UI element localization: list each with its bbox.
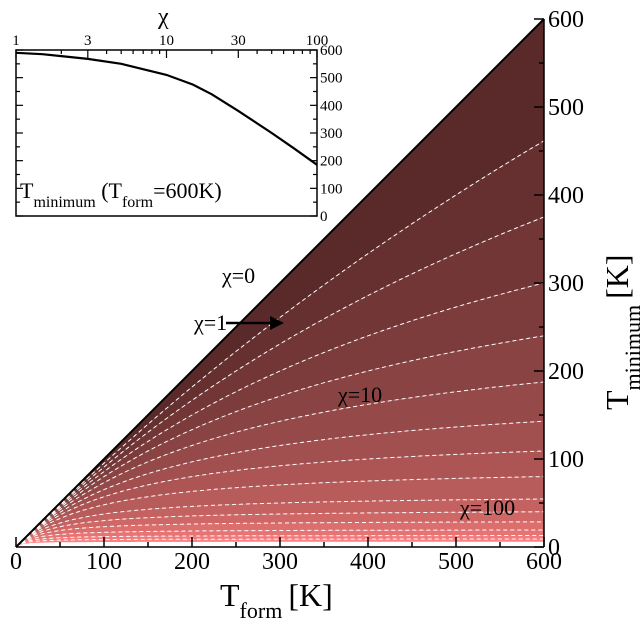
chi-band	[16, 535, 544, 547]
x-tick-label: 600	[526, 549, 562, 575]
x-axis-label-sub: form	[240, 598, 283, 623]
x-tick-label: 300	[262, 549, 298, 575]
inset-label-main: T	[20, 178, 34, 203]
inset-y-tick-label: 600	[320, 43, 343, 59]
inset-label: Tminimum (Tform=600K)	[20, 178, 222, 211]
y-axis-label: Tminimum [K]	[599, 254, 642, 410]
chi-band	[16, 499, 544, 547]
y-tick-label: 300	[548, 271, 584, 297]
chi-dashed-curve	[15, 282, 545, 548]
annotation-chi-100: χ=100	[459, 495, 515, 520]
inset-y-tick-label: 100	[320, 181, 343, 197]
inset-label-sub1: minimum	[33, 194, 96, 211]
chi-zero-line	[15, 18, 545, 548]
inset-y-tick-label: 500	[320, 71, 343, 87]
chi-dashed-curve	[15, 529, 544, 548]
chi-dashed-curve	[15, 476, 545, 548]
y-tick-label: 0	[548, 535, 560, 561]
chi-band	[16, 476, 544, 547]
inset-x-tick-label: 30	[231, 33, 246, 49]
chi-dashed-curve	[15, 535, 544, 548]
y-tick-label: 100	[548, 447, 584, 473]
inset-y-tick-label: 200	[320, 154, 343, 170]
inset-x-axis-label: χ	[157, 4, 169, 30]
inset-plot: 1 3 10 30 100 0 100 200 300 400 500 600 χ Tminimum …	[12, 4, 342, 225]
annotation-chi-1: χ=1	[193, 310, 227, 335]
x-axis-label-main: T	[220, 577, 240, 613]
x-axis-label-unit: [K]	[288, 577, 332, 613]
chi-dashed-curve	[15, 521, 544, 548]
chi-band	[16, 382, 544, 547]
inset-y-tick-label: 300	[320, 126, 343, 142]
chi-dashed-curves	[15, 140, 545, 548]
inset-x-tick-label: 10	[159, 33, 174, 49]
x-tick-label: 0	[10, 549, 22, 575]
inset-y-tick-label: 400	[320, 98, 343, 114]
y-tick-label: 600	[548, 7, 584, 33]
chi-dashed-curve	[15, 335, 545, 548]
inset-label-sub2: form	[122, 194, 154, 211]
y-axis-label-sub: minimum	[620, 305, 642, 391]
chi-band	[16, 283, 544, 547]
inset-x-tick-label: 1	[12, 33, 20, 49]
y-tick-label: 500	[548, 95, 584, 121]
annotation-chi-0: χ=0	[221, 263, 255, 288]
inset-x-tick-label: 100	[306, 33, 329, 49]
chi-band	[16, 335, 544, 547]
annotation-arrow	[226, 316, 284, 330]
inset-label-mid: (T	[96, 178, 123, 203]
y-tick-label: 200	[548, 359, 584, 385]
annotation-chi-10: χ=10	[337, 382, 382, 407]
y-tick-label: 400	[548, 183, 584, 209]
inset-axes: 1 3 10 30 100 0 100 200 300 400 500 600	[12, 33, 342, 225]
x-tick-label: 100	[86, 549, 122, 575]
chi-dashed-curve	[15, 450, 545, 548]
x-axis-label: Tform [K]	[220, 577, 333, 623]
inset-x-tick-label: 3	[84, 33, 92, 49]
chi-dashed-curve	[15, 498, 544, 548]
chi-band	[16, 140, 544, 548]
chi-dashed-curve	[15, 381, 545, 548]
y-axis-label-unit: [K]	[599, 254, 635, 298]
chi-band	[16, 421, 544, 547]
inset-background	[15, 49, 318, 217]
x-tick-label: 500	[438, 549, 474, 575]
inset-label-end: =600K)	[153, 178, 222, 203]
chi-band	[16, 217, 544, 547]
chi-band	[16, 521, 544, 547]
chi-band	[16, 539, 544, 547]
chi-band	[16, 530, 544, 547]
chi-dashed-curve	[15, 140, 545, 548]
inset-y-tick-label: 0	[320, 209, 328, 225]
chi-dashed-curve	[15, 420, 545, 548]
chi-band	[16, 451, 544, 547]
y-axis-label-main: T	[599, 390, 635, 410]
inset-curve	[15, 51, 318, 166]
x-tick-label: 200	[174, 549, 210, 575]
chi-band	[16, 511, 544, 547]
x-tick-label: 400	[350, 549, 386, 575]
chi-dashed-curve	[15, 511, 544, 548]
